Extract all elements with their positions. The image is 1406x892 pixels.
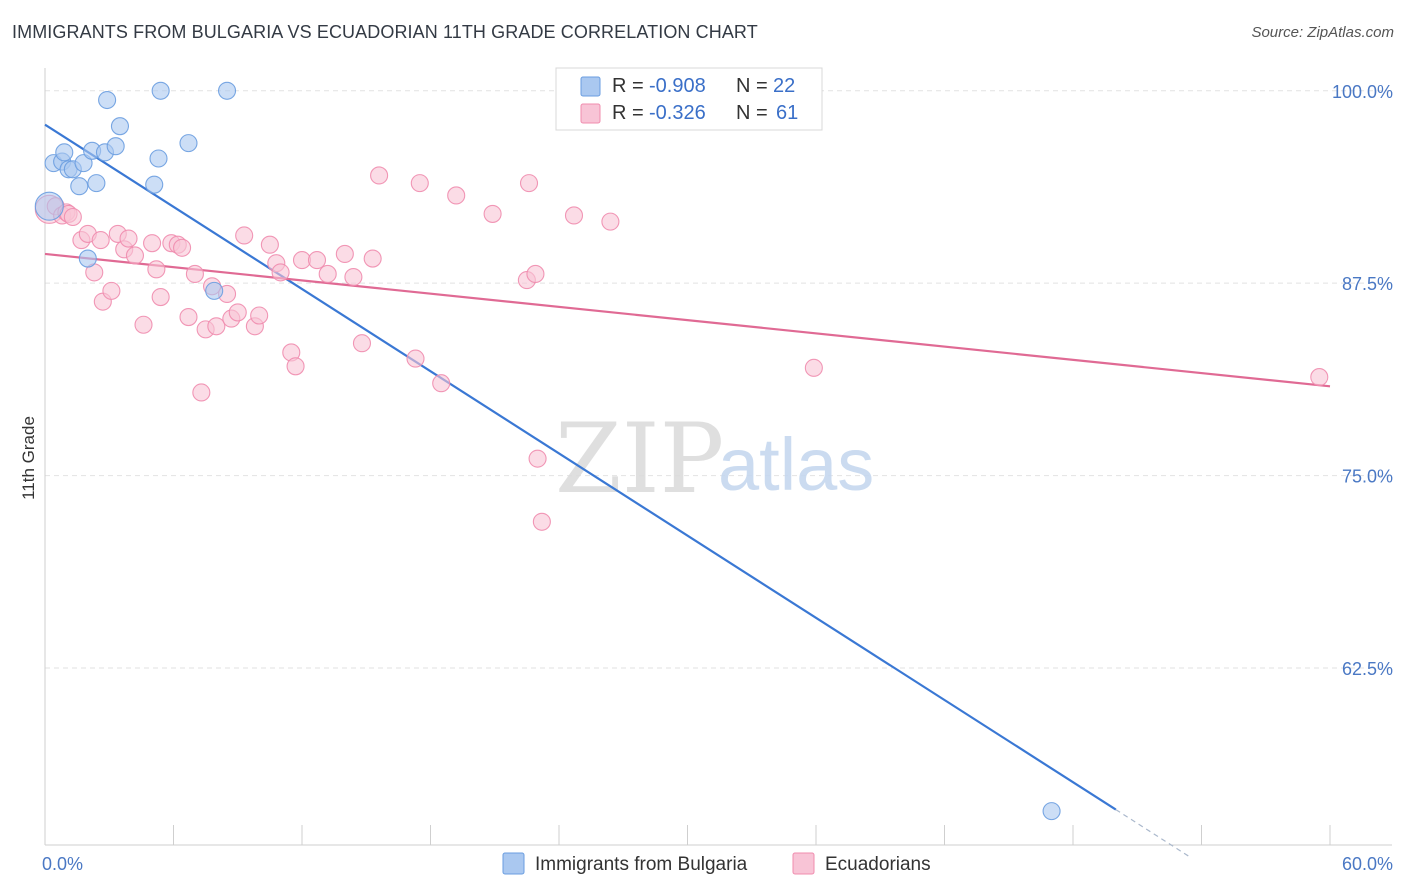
bulgaria-point — [78, 249, 97, 268]
ecuadorian-point — [207, 317, 226, 336]
watermark-atlas: atlas — [718, 423, 874, 506]
ecuadorian-point — [143, 234, 162, 253]
ecuadorian-point — [318, 264, 337, 284]
series-legend-swatch-ecuadorians — [792, 852, 815, 875]
trend-line-ecuadorians — [44, 252, 1331, 388]
ecuadorian-point — [410, 174, 429, 193]
ecuadorian-point — [125, 246, 144, 265]
y-tick-labels: 100.0% 87.5% 75.0% 62.5% — [1332, 82, 1393, 679]
y-axis-title: 11th Grade — [19, 416, 38, 500]
bulgaria-point — [74, 154, 93, 173]
ecuadorian-point — [192, 383, 211, 402]
legend-n-label-0: N = — [736, 75, 768, 97]
bulgaria-point — [98, 90, 117, 110]
ecuadorian-point — [406, 349, 425, 368]
watermark: ZIP atlas — [555, 403, 874, 515]
bulgaria-point — [151, 81, 170, 100]
bulgaria-point — [55, 143, 74, 162]
legend-n-value-1: 61 — [776, 102, 798, 124]
ecuadorian-point — [804, 358, 823, 377]
legend-swatch-ecuadorians — [580, 103, 601, 124]
y-tick-label: 75.0% — [1342, 467, 1393, 487]
y-tick-label: 100.0% — [1332, 82, 1393, 102]
series-legend-swatch-bulgaria — [502, 852, 525, 875]
ecuadorian-point — [147, 260, 166, 279]
series-legend: Immigrants from Bulgaria Ecuadorians — [502, 852, 931, 875]
ecuadorian-point — [1310, 368, 1329, 387]
ecuadorian-point — [526, 264, 545, 284]
ecuadorian-point — [286, 357, 305, 376]
chart-source: Source: ZipAtlas.com — [1251, 24, 1394, 41]
ecuadorian-point — [564, 206, 584, 225]
data-points — [34, 81, 1329, 821]
bulgaria-point — [145, 175, 164, 194]
ecuadorian-point — [352, 334, 372, 353]
watermark-zip: ZIP — [555, 403, 724, 515]
x-tick-label: 60.0% — [1342, 854, 1393, 874]
correlation-legend: R = -0.908 N = 22 R = -0.326 N = 61 — [555, 67, 823, 131]
bulgaria-point — [205, 281, 224, 300]
ecuadorian-point — [235, 226, 254, 245]
bulgaria-point — [149, 149, 168, 168]
chart-title: IMMIGRANTS FROM BULGARIA VS ECUADORIAN 1… — [12, 22, 758, 42]
series-legend-label-ecuadorians: Ecuadorians — [825, 854, 931, 875]
ecuadorian-point — [179, 307, 198, 327]
x-tick-label: 0.0% — [42, 854, 83, 874]
bulgaria-point — [110, 117, 130, 136]
legend-r-label-1: R = — [612, 102, 644, 124]
ecuadorian-point — [250, 306, 269, 325]
ecuadorian-point — [528, 449, 547, 468]
legend-n-label-1: N = — [736, 102, 768, 124]
ecuadorian-point — [91, 231, 110, 250]
bulgaria-point — [106, 137, 125, 156]
legend-n-value-0: 22 — [773, 75, 795, 97]
ecuadorian-point — [63, 207, 82, 227]
ecuadorian-point — [447, 186, 466, 205]
legend-r-label-0: R = — [612, 75, 644, 97]
bulgaria-point — [217, 81, 237, 100]
trend-line-extension — [1115, 809, 1192, 859]
ecuadorian-point — [363, 249, 382, 268]
ecuadorian-point — [173, 238, 192, 257]
ecuadorian-point — [519, 174, 539, 193]
legend-r-value-0: -0.908 — [649, 75, 706, 97]
ecuadorian-point — [335, 244, 354, 263]
ecuadorian-point — [102, 281, 121, 300]
bulgaria-point — [1042, 802, 1061, 821]
ecuadorian-point — [228, 303, 247, 322]
trend-line-bulgaria — [44, 123, 1117, 811]
ecuadorian-point — [185, 264, 204, 284]
y-tick-label: 87.5% — [1342, 274, 1393, 294]
ecuadorian-point — [134, 315, 153, 334]
bulgaria-point — [179, 134, 198, 153]
ecuadorian-point — [271, 263, 290, 282]
legend-r-value-1: -0.326 — [649, 102, 706, 124]
ecuadorian-point — [370, 166, 389, 185]
ecuadorian-point — [344, 267, 363, 287]
ecuadorian-point — [307, 251, 327, 270]
grid-lines — [45, 90, 1392, 669]
ecuadorian-point — [601, 212, 620, 231]
ecuadorian-point — [532, 512, 551, 531]
legend-swatch-bulgaria — [580, 76, 601, 97]
y-tick-label: 62.5% — [1342, 659, 1393, 679]
ecuadorian-point — [432, 374, 451, 393]
ecuadorian-point — [119, 229, 138, 248]
x-tick-labels: 0.0% 60.0% — [42, 854, 1393, 874]
ecuadorian-point — [260, 235, 279, 254]
series-legend-label-bulgaria: Immigrants from Bulgaria — [535, 854, 748, 875]
ecuadorian-point — [151, 287, 170, 307]
bulgaria-point — [34, 191, 64, 221]
bulgaria-point — [70, 177, 89, 196]
bulgaria-point — [87, 174, 106, 193]
ecuadorian-point — [483, 204, 502, 223]
trend-lines — [44, 123, 1331, 859]
